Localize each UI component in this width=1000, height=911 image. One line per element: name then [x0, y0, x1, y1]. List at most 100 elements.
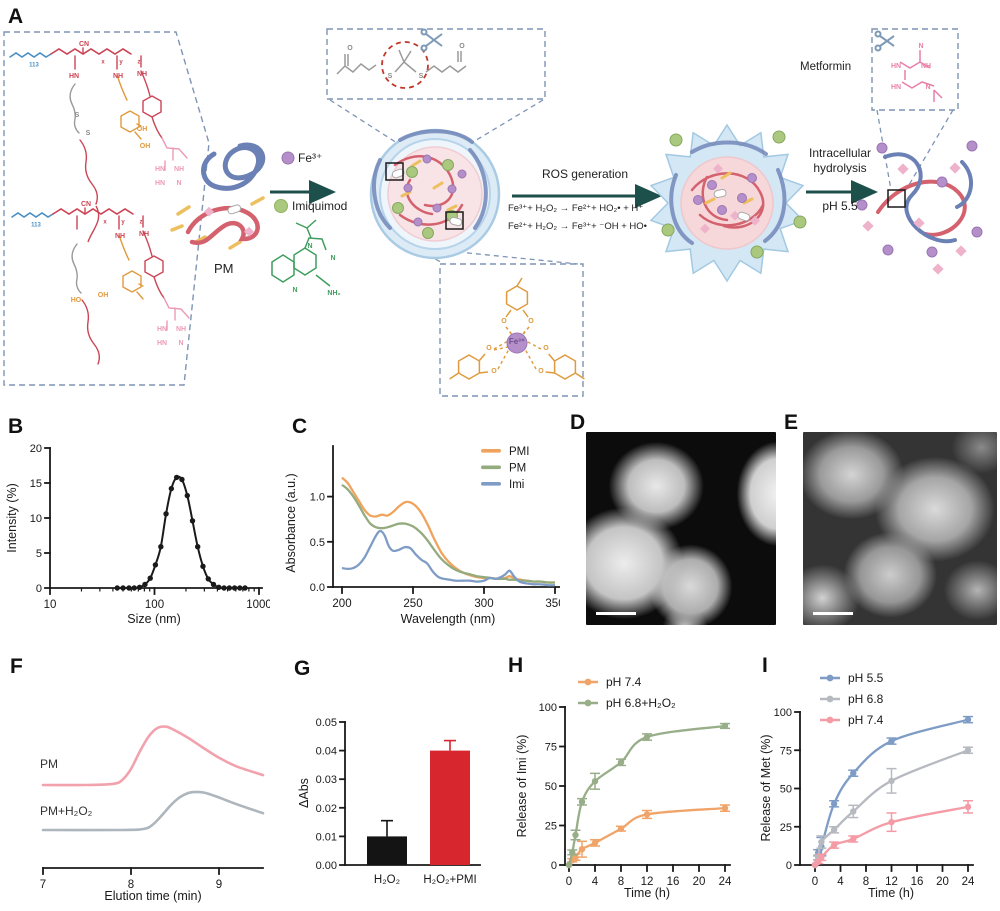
met-release-chart: 0 25 50 75 100 0 4 8 12 16 20 24 pH 5.5 pH 6.8 pH 7.4 R… [759, 671, 975, 900]
svg-text:Imi: Imi [509, 479, 524, 491]
panel-label-h: H [508, 654, 524, 677]
burst-micelle-illustration [649, 123, 807, 283]
svg-text:7: 7 [40, 879, 46, 891]
fe-ion-center [506, 332, 528, 354]
svg-text:Elution time (min): Elution time (min) [104, 889, 201, 903]
zoom-callout-square-metformin [887, 189, 906, 208]
svg-text:Time (h): Time (h) [868, 886, 914, 900]
svg-text:350: 350 [545, 598, 560, 610]
svg-text:Size (nm): Size (nm) [127, 612, 180, 626]
zoom-callout-square-complex [445, 211, 464, 230]
imi-release-chart: 0 25 50 75 100 0 4 8 12 16 20 24 pH 7.4 pH 6.8+H₂O₂ Re… [515, 675, 732, 900]
svg-text:25: 25 [780, 822, 792, 834]
fe-catechol-complex [449, 277, 585, 380]
svg-text:10: 10 [30, 513, 42, 525]
fe-complex-box [439, 263, 584, 397]
metformin-box [871, 28, 959, 111]
svg-text:Release of Met (%): Release of Met (%) [759, 735, 773, 842]
svg-text:0: 0 [551, 860, 557, 872]
panel-label-e: E [784, 411, 799, 434]
svg-text:300: 300 [474, 598, 493, 610]
svg-text:0.00: 0.00 [316, 860, 337, 872]
imiquimod-legend-label: Imiquimod [292, 199, 348, 213]
svg-text:8: 8 [863, 876, 869, 888]
svg-text:24: 24 [719, 876, 732, 888]
imiquimod-structure [271, 219, 331, 287]
dls-size-distribution-chart: 0 5 10 15 20 10 100 1000 Intensity (%) Size (nm) [5, 443, 270, 626]
svg-text:0: 0 [812, 876, 818, 888]
svg-text:75: 75 [545, 742, 557, 754]
svg-text:24: 24 [962, 876, 975, 888]
svg-text:100: 100 [539, 702, 557, 714]
svg-text:0.01: 0.01 [316, 831, 337, 843]
panel-label-f: F [10, 655, 23, 678]
svg-text:0.04: 0.04 [316, 746, 337, 758]
svg-text:0: 0 [36, 583, 42, 595]
fe-ion-ball [281, 151, 295, 165]
gpc-elution-chart: 7 8 9 PM PM+H₂O₂ Elution time (min) [40, 725, 265, 903]
panel-label-g: G [294, 657, 311, 680]
svg-text:15: 15 [30, 478, 42, 490]
panel-label-d: D [570, 411, 586, 434]
svg-text:12: 12 [641, 876, 654, 888]
pm-polymer-blob [170, 142, 266, 250]
scale-bar [596, 611, 636, 615]
svg-text:pH 6.8: pH 6.8 [848, 692, 884, 706]
svg-text:5: 5 [36, 548, 42, 560]
panel-a-schematic [3, 28, 983, 397]
svg-text:12: 12 [885, 876, 898, 888]
fe-legend-label: Fe³⁺ [298, 151, 323, 165]
svg-text:50: 50 [780, 784, 792, 796]
scissors-icon [420, 28, 443, 52]
svg-text:pH 7.4: pH 7.4 [848, 713, 884, 727]
disassembled-polymer-illustration [856, 140, 983, 275]
svg-text:0.02: 0.02 [316, 803, 337, 815]
svg-text:PMI: PMI [509, 446, 529, 458]
delta-abs-bar-chart: 0.00 0.01 0.02 0.03 0.04 0.05 H₂O₂ H₂O₂+PMI ΔAbs [297, 717, 481, 886]
svg-text:16: 16 [911, 876, 924, 888]
svg-text:pH 6.8+H₂O₂: pH 6.8+H₂O₂ [606, 696, 676, 710]
svg-text:ΔAbs: ΔAbs [297, 778, 311, 808]
cleavage-site-circle [381, 41, 429, 89]
svg-text:0.5: 0.5 [310, 537, 325, 549]
svg-text:pH 7.4: pH 7.4 [606, 675, 642, 689]
svg-text:200: 200 [332, 598, 351, 610]
metformin-label: Metformin [800, 61, 852, 73]
svg-text:H₂O₂+PMI: H₂O₂+PMI [423, 874, 476, 886]
hydrolysis-label-line1: Intracellular [808, 146, 872, 160]
svg-text:9: 9 [216, 879, 222, 891]
fenton-equation-1: Fe³⁺+ H₂O₂ → Fe²⁺+ HO₂• + H⁺ [508, 203, 644, 214]
micelle-illustration [369, 128, 501, 260]
svg-text:4: 4 [592, 876, 599, 888]
svg-text:H₂O₂: H₂O₂ [374, 874, 400, 886]
uv-vis-absorbance-chart: 0.0 0.5 1.0 200 250 300 350 PMI PM Imi Absorbance … [284, 445, 560, 626]
svg-text:100: 100 [774, 707, 792, 719]
fe-complex-center-label: Fe³⁺ [508, 337, 526, 346]
svg-text:100: 100 [145, 599, 164, 611]
svg-text:0.0: 0.0 [310, 582, 325, 594]
svg-text:50: 50 [545, 781, 557, 793]
imiquimod-ball [274, 199, 288, 213]
svg-text:0.03: 0.03 [316, 774, 337, 786]
hydrolysis-label-line2: hydrolysis [813, 161, 867, 175]
svg-text:Wavelength (nm): Wavelength (nm) [401, 612, 496, 626]
svg-text:Time (h): Time (h) [624, 886, 670, 900]
svg-text:8: 8 [128, 879, 134, 891]
scale-bar [813, 611, 853, 615]
svg-text:0: 0 [786, 860, 792, 872]
panel-label-a: A [8, 5, 24, 28]
scissors-icon-metformin [874, 30, 895, 52]
panel-label-i: I [762, 654, 768, 677]
panel-label-b: B [8, 415, 24, 438]
ros-arrow-label: ROS generation [541, 167, 629, 181]
svg-text:1000: 1000 [246, 599, 270, 611]
panel-label-c: C [292, 415, 308, 438]
zoom-callout-square-thioketal [385, 162, 404, 181]
svg-text:Release of Imi (%): Release of Imi (%) [515, 735, 529, 838]
svg-text:20: 20 [693, 876, 706, 888]
thioketal-structure [336, 49, 467, 75]
svg-text:20: 20 [30, 443, 42, 455]
svg-text:75: 75 [780, 745, 792, 757]
svg-text:0: 0 [566, 876, 572, 888]
